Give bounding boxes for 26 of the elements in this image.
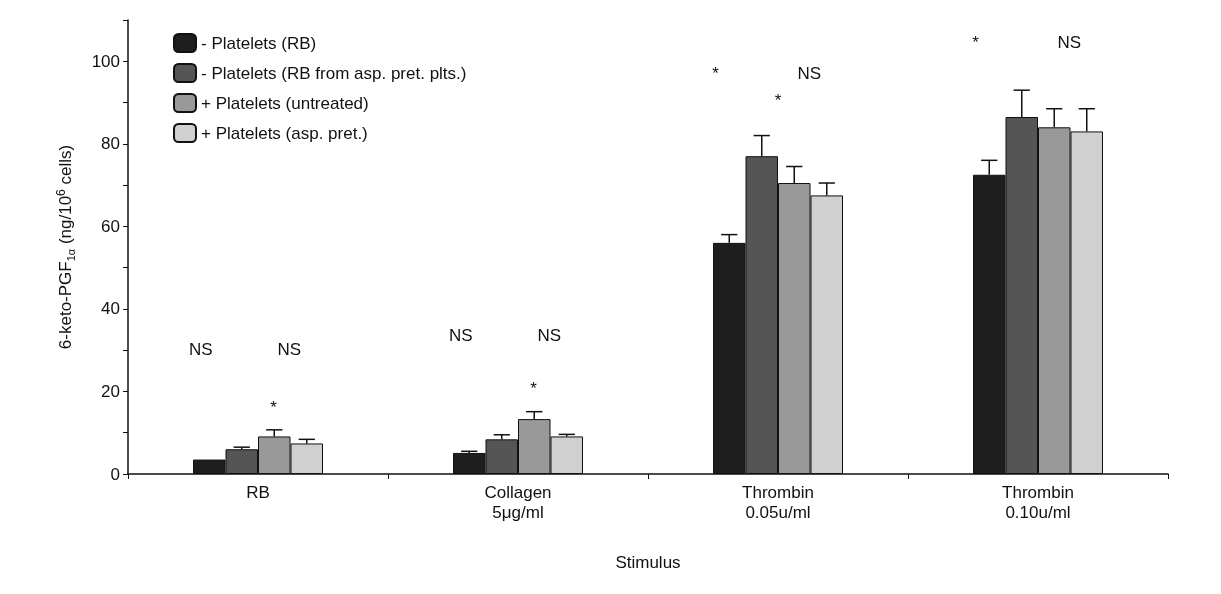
annotation: NS [448, 325, 473, 345]
legend-label: + Platelets (asp. pret.) [201, 123, 368, 143]
x-tick-label: Collagen 5μg/ml [484, 482, 552, 522]
x-tick-label: RB [246, 482, 270, 502]
x-axis-title: Stimulus [615, 553, 681, 572]
annotation: NS [1057, 32, 1082, 52]
annotation: * [270, 398, 278, 418]
y-tick-label: 20 [101, 381, 120, 401]
annotation: * [774, 90, 782, 110]
legend-label: - Platelets (RB from asp. pret. plts.) [201, 63, 467, 83]
x-tick-label: Thrombin 0.05u/ml [742, 482, 814, 522]
y-tick-label: 40 [101, 299, 120, 319]
annotation: * [972, 32, 980, 52]
legend-label: - Platelets (RB) [201, 33, 317, 53]
x-tick-label: Thrombin 0.10u/ml [1002, 482, 1074, 522]
legend-label: + Platelets (untreated) [201, 93, 369, 113]
annotation: * [712, 63, 720, 83]
y-tick-label: 100 [91, 51, 120, 71]
annotation: NS [797, 63, 822, 83]
y-tick-label: 60 [101, 216, 120, 236]
y-tick-label: 0 [110, 464, 120, 484]
annotation: * [530, 379, 538, 399]
annotation: NS [188, 340, 213, 360]
annotation: NS [277, 340, 302, 360]
annotation: NS [537, 325, 562, 345]
y-tick-label: 80 [101, 134, 120, 154]
